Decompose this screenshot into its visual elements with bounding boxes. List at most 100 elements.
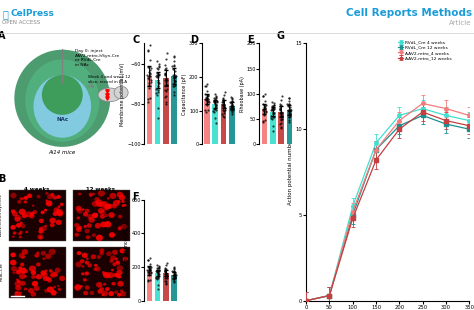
Circle shape bbox=[77, 208, 83, 214]
Circle shape bbox=[54, 207, 59, 213]
Circle shape bbox=[24, 196, 28, 200]
Circle shape bbox=[14, 215, 21, 221]
Circle shape bbox=[36, 195, 40, 198]
Bar bbox=[163, 273, 169, 301]
Point bbox=[163, 272, 171, 277]
Point bbox=[211, 100, 219, 105]
Point bbox=[212, 104, 219, 109]
Circle shape bbox=[113, 273, 118, 277]
Circle shape bbox=[40, 270, 46, 276]
Circle shape bbox=[106, 221, 109, 224]
Point bbox=[285, 114, 292, 119]
Circle shape bbox=[52, 195, 57, 200]
Point bbox=[170, 54, 178, 59]
Bar bbox=[204, 99, 210, 144]
Text: G: G bbox=[277, 30, 285, 41]
Point bbox=[154, 87, 162, 92]
Point bbox=[171, 268, 178, 273]
Point bbox=[268, 106, 276, 111]
Point bbox=[203, 100, 210, 105]
Point bbox=[162, 70, 169, 75]
Circle shape bbox=[80, 259, 84, 263]
Point bbox=[228, 95, 235, 100]
Circle shape bbox=[10, 259, 17, 265]
Point bbox=[285, 95, 293, 100]
Point bbox=[162, 75, 169, 80]
Circle shape bbox=[111, 282, 116, 286]
Point bbox=[153, 73, 160, 78]
Point bbox=[285, 98, 293, 103]
Point bbox=[152, 91, 160, 95]
Text: ⭯: ⭯ bbox=[2, 9, 8, 19]
Point bbox=[276, 110, 284, 115]
Point bbox=[203, 92, 210, 97]
Circle shape bbox=[86, 235, 90, 239]
Point bbox=[268, 107, 275, 112]
Point bbox=[170, 92, 178, 97]
Point bbox=[211, 92, 219, 97]
Circle shape bbox=[27, 193, 32, 198]
Point bbox=[146, 67, 154, 72]
Circle shape bbox=[117, 293, 121, 297]
Circle shape bbox=[22, 271, 25, 274]
Point bbox=[164, 83, 171, 88]
Point bbox=[145, 273, 153, 278]
Point bbox=[278, 116, 286, 121]
Circle shape bbox=[116, 270, 123, 276]
Circle shape bbox=[94, 214, 98, 217]
Point bbox=[147, 77, 155, 82]
Point bbox=[145, 272, 153, 277]
Circle shape bbox=[16, 223, 21, 228]
Circle shape bbox=[44, 209, 47, 211]
Point bbox=[259, 106, 266, 111]
Circle shape bbox=[109, 259, 114, 263]
Circle shape bbox=[97, 255, 101, 259]
Circle shape bbox=[29, 214, 35, 219]
Circle shape bbox=[83, 212, 88, 217]
Point bbox=[219, 97, 227, 102]
Point bbox=[170, 80, 178, 85]
Circle shape bbox=[96, 235, 103, 241]
Point bbox=[171, 272, 179, 277]
Point bbox=[145, 73, 153, 78]
Point bbox=[155, 72, 162, 77]
Circle shape bbox=[19, 197, 22, 200]
Point bbox=[144, 277, 152, 282]
Circle shape bbox=[115, 260, 118, 263]
Circle shape bbox=[19, 292, 22, 294]
Circle shape bbox=[101, 201, 108, 206]
Point bbox=[261, 91, 268, 96]
Point bbox=[202, 84, 210, 89]
Point bbox=[154, 269, 161, 274]
Circle shape bbox=[32, 211, 35, 214]
Point bbox=[277, 117, 284, 122]
Point bbox=[155, 265, 163, 270]
Point bbox=[277, 114, 284, 119]
Point bbox=[146, 77, 153, 82]
Point bbox=[162, 281, 170, 286]
Circle shape bbox=[97, 289, 102, 294]
Circle shape bbox=[21, 255, 25, 259]
Circle shape bbox=[14, 291, 21, 298]
Point bbox=[260, 104, 268, 109]
Circle shape bbox=[60, 203, 64, 206]
Circle shape bbox=[56, 209, 59, 211]
Text: C: C bbox=[132, 35, 139, 45]
Point bbox=[269, 128, 277, 133]
Text: Ai14 mice: Ai14 mice bbox=[49, 150, 76, 156]
Point bbox=[170, 276, 178, 281]
Point bbox=[153, 266, 161, 271]
Circle shape bbox=[90, 291, 94, 295]
Circle shape bbox=[18, 269, 21, 273]
Point bbox=[211, 116, 219, 121]
Point bbox=[170, 268, 178, 273]
Point bbox=[228, 99, 236, 104]
Point bbox=[172, 79, 179, 84]
Point bbox=[153, 269, 160, 274]
Point bbox=[144, 279, 152, 284]
Point bbox=[144, 96, 152, 101]
Point bbox=[212, 107, 219, 112]
Circle shape bbox=[11, 209, 16, 213]
Circle shape bbox=[98, 190, 105, 197]
Circle shape bbox=[74, 223, 79, 228]
